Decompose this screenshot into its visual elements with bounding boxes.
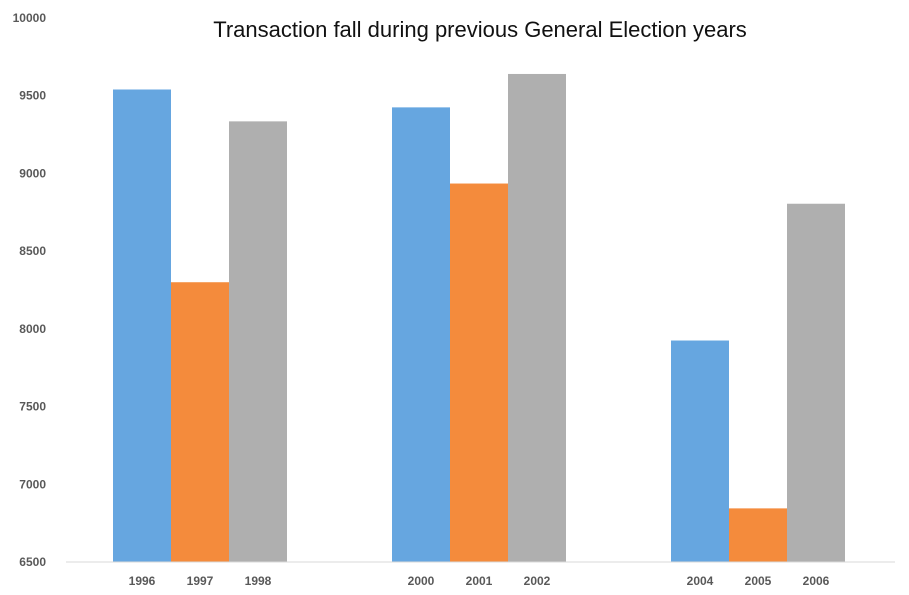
x-tick-label: 2002 [524, 574, 551, 588]
x-tick-label: 1996 [129, 574, 156, 588]
y-tick-label: 6500 [19, 555, 46, 569]
x-tick-label: 1998 [245, 574, 272, 588]
x-tick-label: 2001 [466, 574, 493, 588]
chart-title: Transaction fall during previous General… [213, 17, 747, 42]
bar-2002 [508, 73, 566, 562]
bar-1998 [229, 121, 287, 563]
x-tick-label: 2006 [803, 574, 830, 588]
y-tick-label: 9500 [19, 89, 46, 103]
x-axis: 1996 1997 1998 2000 2001 2002 2004 2005 2006 [129, 574, 830, 588]
bar-2001 [450, 183, 508, 562]
bar-2004 [671, 340, 729, 562]
x-tick-label: 1997 [187, 574, 214, 588]
y-tick-label: 7500 [19, 400, 46, 414]
bar-1996 [113, 89, 171, 563]
x-tick-label: 2005 [745, 574, 772, 588]
y-tick-label: 8500 [19, 244, 46, 258]
y-tick-label: 7000 [19, 477, 46, 491]
bar-1997 [171, 282, 229, 562]
y-tick-label: 10000 [13, 11, 47, 25]
bar-2006 [787, 203, 845, 563]
bar-2005 [729, 508, 787, 562]
bar-2000 [392, 107, 450, 562]
x-tick-label: 2004 [687, 574, 714, 588]
bars-group [113, 73, 845, 563]
y-axis: 6500 7000 7500 8000 8500 9000 9500 10000 [13, 11, 47, 569]
y-tick-label: 8000 [19, 322, 46, 336]
x-tick-label: 2000 [408, 574, 435, 588]
y-tick-label: 9000 [19, 166, 46, 180]
